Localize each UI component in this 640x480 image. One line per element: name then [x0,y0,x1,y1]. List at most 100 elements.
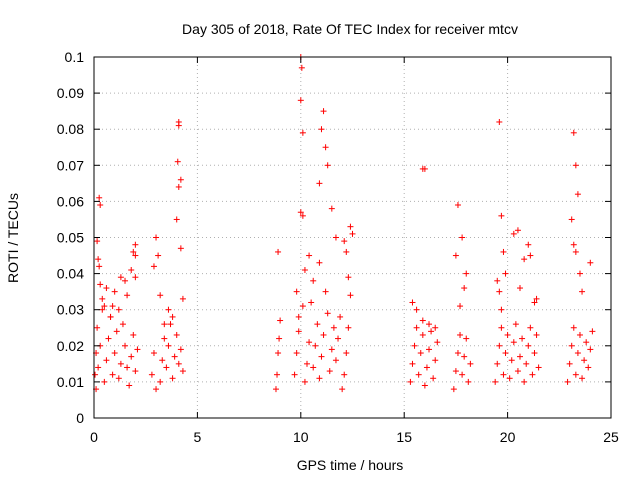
data-point [169,375,176,382]
data-point [531,299,538,306]
data-point [301,378,308,385]
data-point [570,324,577,331]
data-point [498,324,505,331]
data-point [275,350,282,357]
data-point [320,331,327,338]
data-point [312,342,319,349]
data-point [310,277,317,284]
data-point [587,346,594,353]
data-point [452,252,459,259]
data-point [465,378,472,385]
data-point [579,288,586,295]
data-point [343,248,350,255]
data-point [454,202,461,209]
data-point [99,306,106,313]
x-tick-label: 20 [500,429,516,445]
data-point [109,371,116,378]
data-point [295,328,302,335]
data-point [310,364,317,371]
data-point [113,328,120,335]
data-point [115,375,122,382]
data-point [517,353,524,360]
data-point [155,252,162,259]
data-point [417,350,424,357]
data-point [316,180,323,187]
data-point [341,371,348,378]
data-point [335,335,342,342]
data-point [130,331,137,338]
data-point [291,371,298,378]
data-point [128,353,135,360]
data-point [163,364,170,371]
data-point [521,256,528,263]
data-point [128,266,135,273]
data-point [496,118,503,125]
data-point [519,335,526,342]
data-point [107,313,114,320]
data-point [304,360,311,367]
data-point [419,317,426,324]
x-tick-label: 0 [90,429,98,445]
data-point [92,371,99,378]
data-point [97,202,104,209]
data-point [409,299,416,306]
data-point [498,212,505,219]
x-tick-label: 5 [194,429,202,445]
y-tick-label: 0.05 [57,230,84,246]
data-point [502,270,509,277]
data-point [293,350,300,357]
data-point [157,292,164,299]
data-point [426,321,433,328]
data-point [332,357,339,364]
data-point [159,357,166,364]
data-point [276,335,283,342]
y-tick-label: 0.09 [57,85,84,101]
data-point [411,342,418,349]
data-point [409,360,416,367]
data-point [529,371,536,378]
data-point [328,346,335,353]
data-point [169,313,176,320]
data-point [572,371,579,378]
data-point [299,212,306,219]
data-point [500,248,507,255]
data-point [272,386,279,393]
data-point [583,339,590,346]
data-point [103,357,110,364]
data-point [274,371,281,378]
data-point [177,245,184,252]
data-point [177,176,184,183]
data-point [119,321,126,328]
data-point [581,357,588,364]
x-axis-label: GPS time / hours [297,457,404,473]
data-point [514,227,521,234]
y-tick-label: 0.03 [57,302,84,318]
data-point [512,321,519,328]
data-point [275,248,282,255]
data-point [150,263,157,270]
data-point [339,386,346,393]
data-point [328,205,335,212]
data-point [132,368,139,375]
data-point [148,371,155,378]
data-point [316,375,323,382]
y-tick-label: 0.07 [57,157,84,173]
data-point [521,378,528,385]
data-point [500,371,507,378]
y-tick-label: 0.08 [57,121,84,137]
data-point [179,295,186,302]
data-point [531,350,538,357]
data-point [175,122,182,129]
data-point [572,162,579,169]
data-point [322,288,329,295]
data-point [343,350,350,357]
data-point [570,241,577,248]
data-point [171,353,178,360]
data-point [589,328,596,335]
data-point [568,342,575,349]
data-point [415,371,422,378]
data-point [153,234,160,241]
plot-frame [93,56,612,419]
data-point [95,364,102,371]
